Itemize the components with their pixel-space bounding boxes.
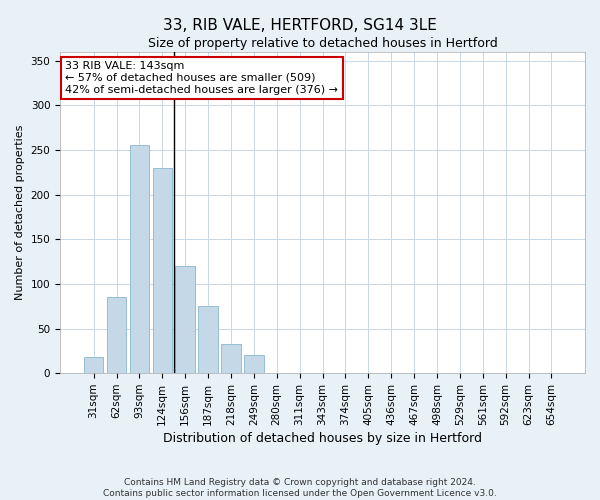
Bar xyxy=(130,146,149,373)
Text: Contains HM Land Registry data © Crown copyright and database right 2024.
Contai: Contains HM Land Registry data © Crown c… xyxy=(103,478,497,498)
Bar xyxy=(175,266,195,373)
Bar xyxy=(221,344,241,373)
Y-axis label: Number of detached properties: Number of detached properties xyxy=(15,124,25,300)
Bar xyxy=(152,168,172,373)
Text: 33 RIB VALE: 143sqm
← 57% of detached houses are smaller (509)
42% of semi-detac: 33 RIB VALE: 143sqm ← 57% of detached ho… xyxy=(65,62,338,94)
Text: 33, RIB VALE, HERTFORD, SG14 3LE: 33, RIB VALE, HERTFORD, SG14 3LE xyxy=(163,18,437,32)
Bar xyxy=(199,306,218,373)
Bar xyxy=(244,356,263,373)
Title: Size of property relative to detached houses in Hertford: Size of property relative to detached ho… xyxy=(148,38,497,51)
X-axis label: Distribution of detached houses by size in Hertford: Distribution of detached houses by size … xyxy=(163,432,482,445)
Bar xyxy=(84,357,103,373)
Bar xyxy=(107,298,126,373)
